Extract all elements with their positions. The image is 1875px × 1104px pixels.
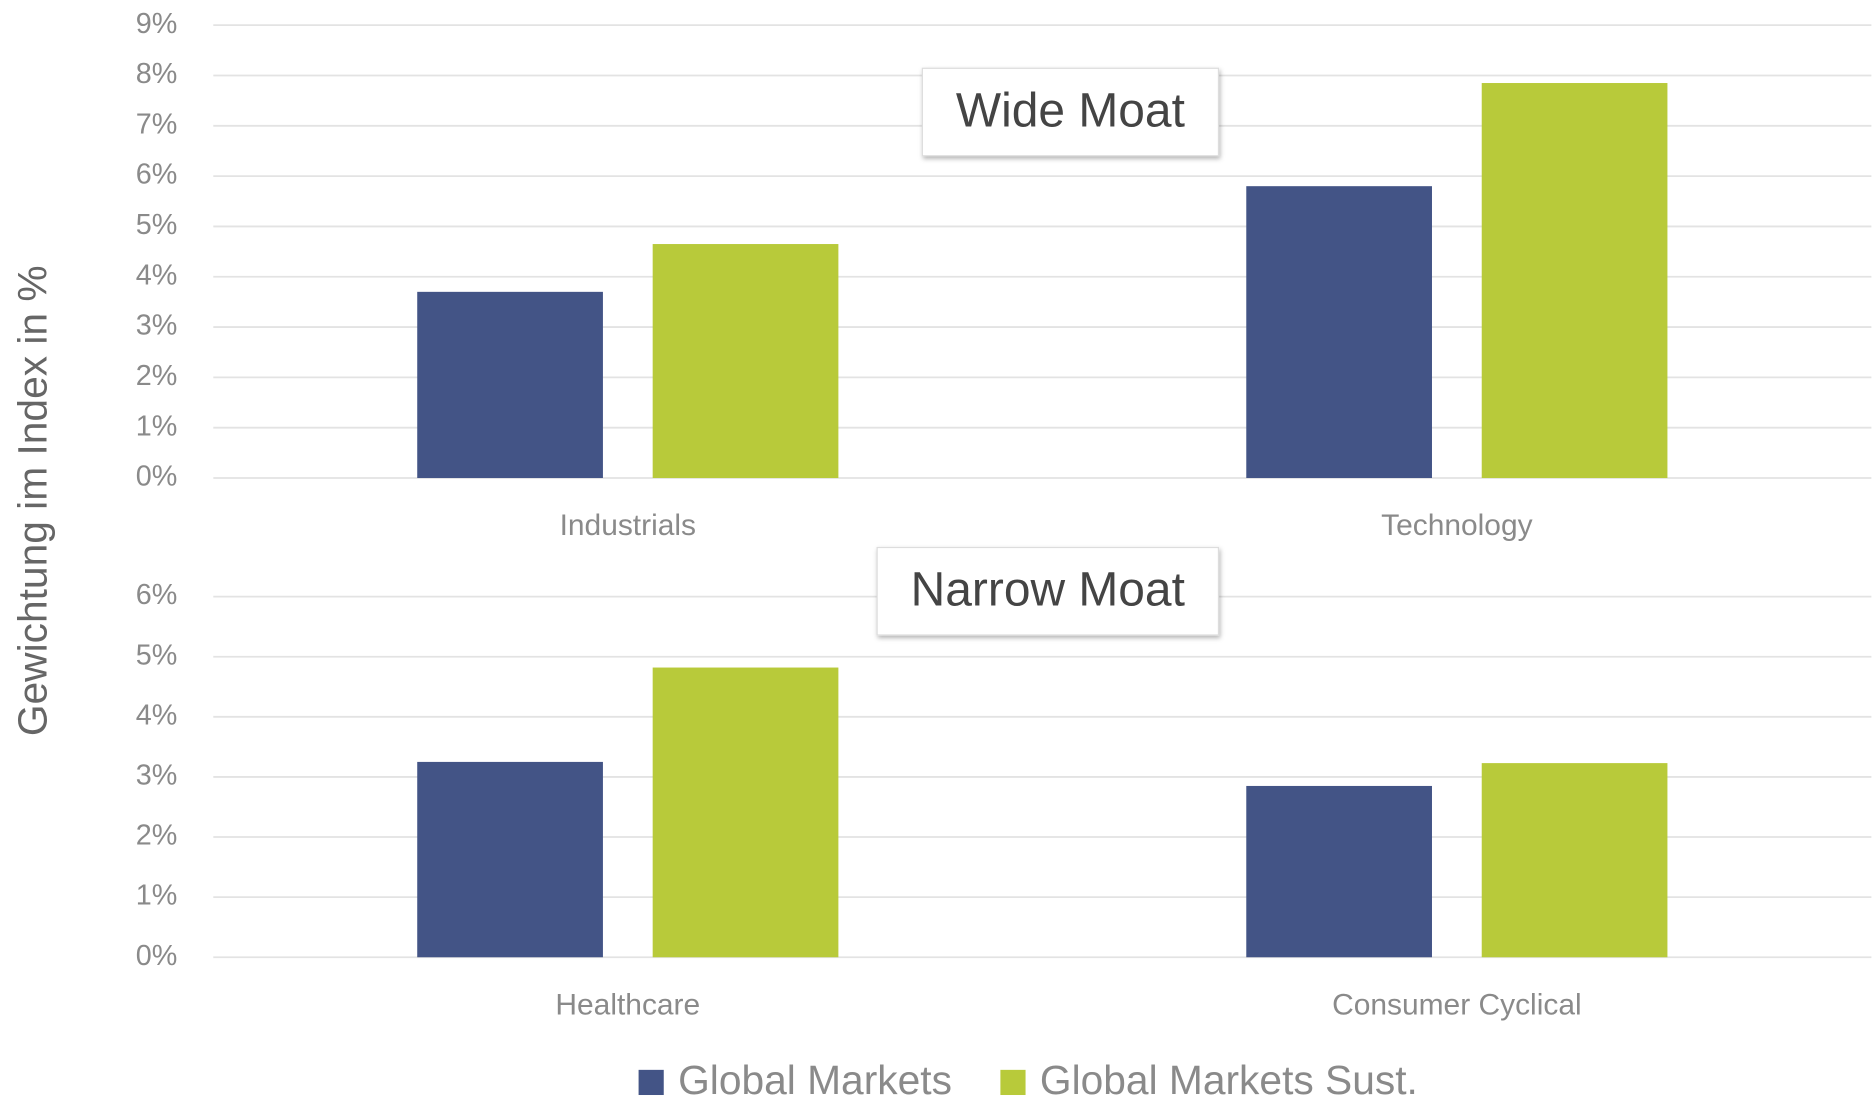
bar [417,291,603,479]
title-box [876,546,1220,636]
y-tick-label: 5% [136,209,178,241]
y-tick-label: 1% [136,880,178,912]
y-tick-label: 0% [136,940,178,972]
x-tick-label: Industrials [560,509,696,542]
y-tick-label: 3% [136,760,178,792]
x-tick-label: Healthcare [555,988,700,1021]
x-tick-label: Consumer Cyclical [1332,988,1582,1021]
legend-label: Global Markets [678,1057,952,1103]
legend-label: Global Markets Sust. [1040,1057,1418,1103]
y-tick-label: 1% [136,410,178,442]
x-tick-label: Technology [1381,509,1532,542]
bar [417,761,603,958]
bar [1246,785,1432,958]
chart-title: Wide Moat [956,84,1185,137]
bar [1481,763,1668,958]
chart-title: Narrow Moat [911,564,1185,617]
y-tick-label: 9% [136,8,178,40]
y-tick-label: 4% [136,699,178,731]
y-tick-label: 2% [136,360,178,392]
y-tick-label: 5% [136,639,178,671]
y-tick-label: 7% [136,108,178,140]
y-axis-label: Gewichtung im Index in % [10,265,56,736]
y-tick-label: 2% [136,820,178,852]
y-tick-label: 3% [136,310,178,342]
y-tick-label: 8% [136,58,178,90]
y-tick-label: 0% [136,461,178,493]
y-tick-label: 6% [136,579,178,611]
y-tick-label: 4% [136,259,178,291]
bar [652,667,839,958]
legend-swatch [638,1069,664,1096]
bar [652,244,839,479]
title-box [921,67,1220,157]
bar [1246,186,1432,479]
bar [1481,83,1668,479]
legend-swatch [1000,1069,1026,1096]
y-tick-label: 6% [136,159,178,191]
